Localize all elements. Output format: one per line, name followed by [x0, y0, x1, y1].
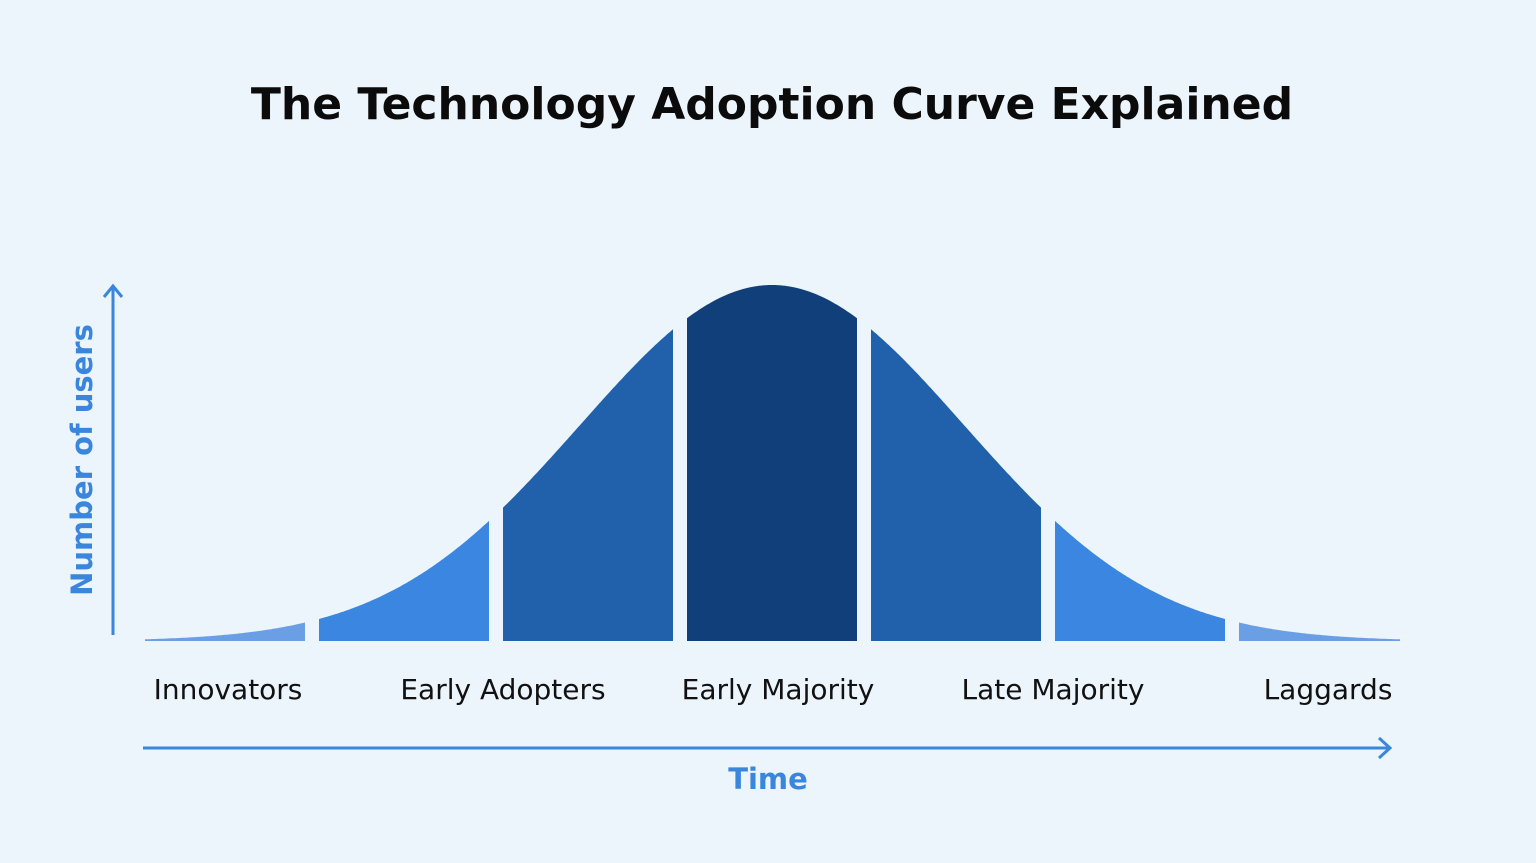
title: The Technology Adoption Curve Explained — [251, 79, 1293, 130]
curve-segment — [1055, 520, 1225, 641]
x-axis-label: Time — [728, 762, 808, 796]
segment-label: Early Majority — [682, 673, 875, 706]
x-axis-arrowhead — [1377, 736, 1393, 760]
y-axis-arrowhead — [102, 283, 124, 298]
curve-segment — [1239, 622, 1400, 641]
y-axis-label: Number of users — [65, 324, 99, 596]
curve-segment — [503, 329, 673, 641]
curve-segment — [871, 329, 1041, 641]
segment-label: Early Adopters — [400, 673, 605, 706]
curve-segment — [687, 285, 857, 641]
adoption-curve — [145, 285, 1400, 641]
segment-label: Laggards — [1264, 673, 1393, 706]
curve-segment — [319, 520, 489, 641]
segment-label: Late Majority — [962, 673, 1145, 706]
segment-label: Innovators — [154, 673, 303, 706]
curve-segment — [145, 622, 305, 641]
